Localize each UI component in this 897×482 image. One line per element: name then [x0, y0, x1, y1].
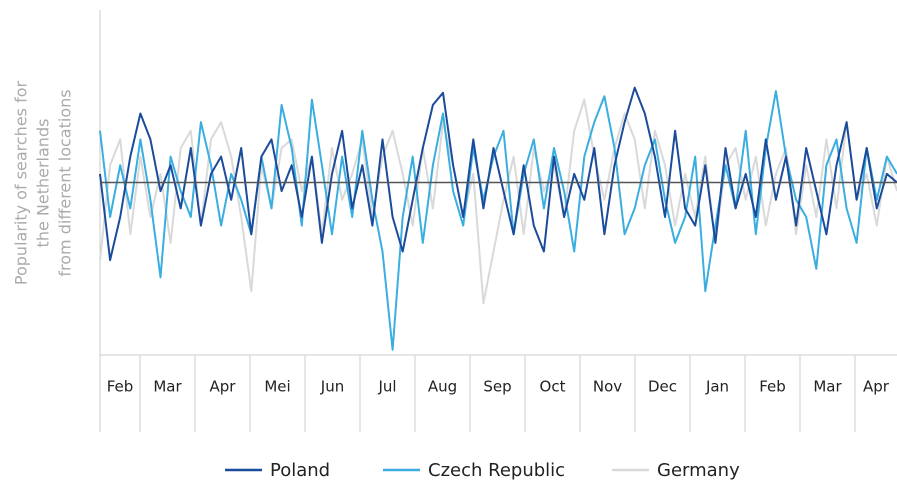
x-tick-label: Jan [705, 378, 729, 396]
series-line [99, 98, 897, 305]
legend-label: Germany [657, 460, 740, 481]
x-tick-label: Jul [377, 378, 396, 396]
x-tick-label: Aug [428, 378, 457, 396]
x-tick-label: Feb [759, 378, 786, 396]
x-tick-label: Mar [153, 378, 182, 396]
x-tick-label: Nov [593, 378, 622, 396]
x-tick-label: Oct [540, 378, 566, 396]
x-tick-label: Feb [107, 378, 134, 396]
y-axis-label: Popularity of searches for [12, 80, 31, 285]
y-axis-label: the Netherlands [34, 119, 53, 248]
x-tick-label: Mar [813, 378, 842, 396]
x-tick-label: Apr [863, 378, 890, 396]
x-tick-label: Dec [648, 378, 677, 396]
series-line [99, 86, 897, 262]
x-tick-label: Jun [320, 378, 344, 396]
x-tick-label: Sep [483, 378, 511, 396]
x-tick-label: Apr [210, 378, 237, 396]
legend-label: Czech Republic [428, 460, 565, 481]
legend-label: Poland [270, 460, 330, 481]
y-axis-label: from different locations [56, 89, 75, 276]
series-line [99, 90, 897, 351]
x-tick-label: Mei [264, 378, 290, 396]
